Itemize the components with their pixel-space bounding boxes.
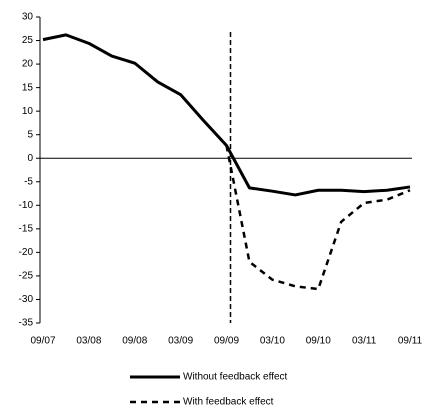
y-tick-label: 15 — [22, 82, 34, 93]
x-tick-label: 09/10 — [306, 336, 331, 347]
x-tick-label: 03/08 — [76, 336, 101, 347]
x-tick-label: 03/10 — [260, 336, 285, 347]
x-tick-label: 09/11 — [398, 336, 423, 347]
y-tick-label: 0 — [27, 153, 33, 164]
y-tick-label: -35 — [19, 318, 34, 329]
x-tick-label: 09/07 — [30, 336, 55, 347]
y-tick-label: -20 — [19, 247, 34, 258]
y-tick-label: 5 — [27, 129, 33, 140]
x-tick-label: 03/11 — [352, 336, 377, 347]
y-tick-label: 20 — [22, 59, 34, 70]
y-tick-label: -30 — [19, 294, 34, 305]
x-tick-label: 09/08 — [122, 336, 147, 347]
legend-label: Without feedback effect — [183, 372, 288, 383]
legend-label: With feedback effect — [183, 397, 274, 408]
y-tick-label: 10 — [22, 106, 34, 117]
y-tick-label: -5 — [24, 176, 33, 187]
x-tick-label: 03/09 — [168, 336, 193, 347]
series-line — [225, 145, 411, 291]
x-tick-label: 09/09 — [214, 336, 239, 347]
series-line — [42, 33, 411, 197]
y-tick-label: -15 — [19, 223, 34, 234]
y-tick-label: 25 — [22, 35, 34, 46]
y-tick-label: -25 — [19, 271, 34, 282]
y-tick-label: -10 — [19, 200, 34, 211]
y-tick-label: 30 — [22, 12, 34, 23]
